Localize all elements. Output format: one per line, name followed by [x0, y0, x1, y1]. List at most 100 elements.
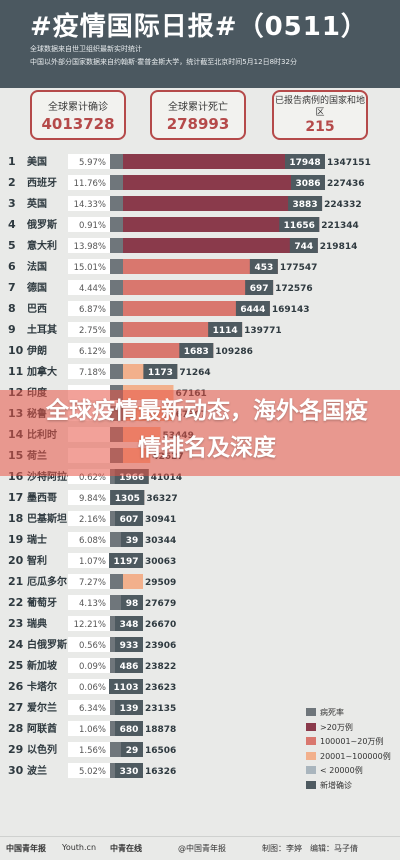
- total-value: 30063: [145, 557, 176, 567]
- country-label: 美国: [27, 155, 47, 168]
- fatality-cell: [68, 574, 110, 589]
- country-label: 波兰: [27, 764, 47, 777]
- rank-label: 22: [8, 596, 23, 609]
- fatality-value: 1.56%: [79, 746, 106, 756]
- fatality-cell: [68, 742, 110, 757]
- headline-banner: [0, 390, 400, 476]
- new-cases-box: [289, 238, 318, 253]
- country-label: 新加坡: [27, 659, 58, 672]
- fatality-cell: [68, 553, 110, 568]
- new-cases-box: [279, 217, 320, 232]
- new-cases-box: [109, 553, 143, 568]
- legend-label: 20001~100000例: [320, 751, 391, 761]
- new-cases-value: 1173: [148, 368, 173, 378]
- fatality-marker: [110, 595, 123, 610]
- new-cases-value: 29: [126, 746, 139, 756]
- rank-label: 27: [8, 701, 23, 714]
- country-label: 白俄罗斯: [27, 638, 67, 651]
- legend-item: 病死率: [306, 705, 398, 720]
- new-cases-value: 680: [120, 725, 139, 735]
- new-cases-box: [115, 511, 143, 526]
- source-note-1: 全球数据来自世卫组织最新实时统计: [30, 45, 142, 53]
- new-cases-value: 1197: [113, 557, 138, 567]
- rank-label: 21: [8, 575, 23, 588]
- legend-label: < 20000例: [320, 766, 363, 776]
- fatality-marker: [110, 574, 123, 589]
- country-label: 智利: [27, 554, 47, 567]
- fatality-value: 9.84%: [79, 494, 106, 504]
- total-value: 169143: [272, 305, 310, 315]
- country-label: 伊朗: [26, 344, 47, 357]
- fatality-cell: [68, 595, 110, 610]
- new-cases-box: [115, 616, 143, 631]
- total-value: 227436: [327, 179, 365, 189]
- new-cases-value: 1683: [184, 347, 209, 357]
- fatality-cell: [68, 196, 110, 211]
- rank-label: 18: [8, 512, 23, 525]
- new-cases-value: 6444: [240, 305, 265, 315]
- legend-swatch: [306, 751, 316, 760]
- kpi-label: 全球累计死亡: [168, 102, 228, 113]
- fatality-value: 6.87%: [79, 305, 106, 315]
- fatality-value: 14.33%: [74, 200, 106, 210]
- legend-item: >20万例: [306, 720, 398, 735]
- country-label: 瑞士: [27, 533, 47, 546]
- legend-item: 新增确诊: [306, 778, 398, 793]
- fatality-value: 5.97%: [79, 158, 106, 168]
- new-cases-value: 348: [120, 620, 139, 630]
- fatality-value: 4.13%: [79, 599, 106, 609]
- country-label: 德国: [26, 281, 47, 294]
- new-cases-value: 1103: [113, 683, 138, 693]
- fatality-cell: [68, 616, 110, 631]
- fatality-value: 0.62%: [79, 473, 106, 483]
- country-label: 葡萄牙: [26, 596, 57, 609]
- new-cases-value: 607: [120, 515, 139, 525]
- new-cases-value: 330: [120, 767, 139, 777]
- new-cases-box: [208, 322, 243, 337]
- total-bar: [123, 196, 323, 211]
- fatality-value: 0.09%: [79, 662, 106, 672]
- fatality-cell: [68, 637, 110, 652]
- new-cases-box: [291, 175, 325, 190]
- country-label: 爱尔兰: [27, 701, 57, 714]
- fatality-marker: [110, 175, 123, 190]
- fatality-marker: [110, 280, 123, 295]
- kpi-value: 215: [305, 119, 335, 135]
- rank-label: 28: [8, 722, 23, 735]
- country-label: 加拿大: [26, 365, 57, 378]
- legend-item: 100001~20万例: [306, 734, 398, 749]
- new-cases-box: [109, 679, 143, 694]
- kpi-row: 全球累计确诊 4013728 全球累计死亡 278993 已报告病例的国家和地区…: [0, 90, 400, 146]
- new-cases-value: 11656: [284, 221, 315, 231]
- country-label: 厄瓜多尔: [27, 575, 67, 588]
- new-cases-value: 1114: [213, 326, 238, 336]
- rank-label: 1: [8, 155, 16, 168]
- rank-label: 19: [8, 533, 23, 546]
- new-cases-box: [249, 259, 278, 274]
- rank-label: 30: [8, 764, 24, 777]
- rank-label: 29: [8, 743, 23, 756]
- fatality-value: 12.21%: [74, 620, 106, 630]
- rank-label: 25: [8, 659, 23, 672]
- fatality-cell: [68, 490, 110, 505]
- legend: 病死率 >20万例 100001~20万例 20001~100000例 < 20000例…: [306, 705, 398, 793]
- fatality-value: 7.18%: [79, 368, 106, 378]
- new-cases-box: [121, 595, 143, 610]
- legend-label: 100001~20万例: [320, 737, 384, 747]
- fatality-cell: [68, 154, 110, 169]
- country-label: 卡塔尔: [27, 680, 57, 693]
- legend-swatch: [306, 737, 316, 746]
- total-value: 23623: [145, 683, 176, 693]
- new-cases-box: [121, 742, 143, 757]
- kpi-countries: 已报告病例的国家和地区 215: [272, 90, 368, 140]
- logo-cyd: 中国青年报: [6, 844, 46, 853]
- fatality-value: 5.02%: [79, 767, 106, 777]
- new-cases-box: [235, 301, 270, 316]
- fatality-value: 1.06%: [79, 725, 106, 735]
- logo-cyol: 中青在线: [110, 844, 142, 853]
- total-value: 29509: [145, 578, 176, 588]
- rank-label: 26: [8, 680, 24, 693]
- total-bar: [123, 154, 325, 169]
- kpi-label: 已报告病例的国家和地区: [274, 96, 365, 118]
- rank-label: 23: [8, 617, 23, 630]
